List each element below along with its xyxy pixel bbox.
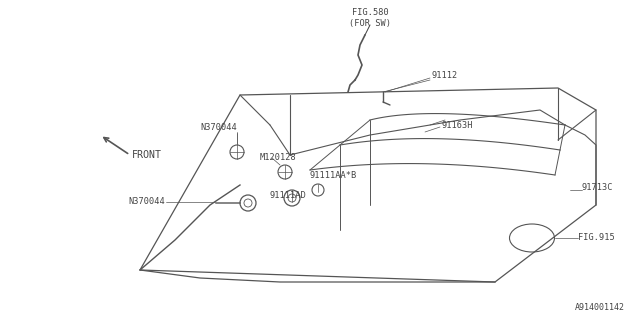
Text: N370044: N370044 <box>128 197 165 206</box>
Text: FRONT: FRONT <box>132 150 162 160</box>
Text: 91112: 91112 <box>432 70 458 79</box>
Text: 91163H: 91163H <box>442 121 474 130</box>
Text: 91111AA*B: 91111AA*B <box>310 171 357 180</box>
Text: FIG.915: FIG.915 <box>578 234 615 243</box>
Text: M120128: M120128 <box>260 154 297 163</box>
Text: 91713C: 91713C <box>582 183 614 193</box>
Text: 91111AD: 91111AD <box>270 190 307 199</box>
Text: FIG.580
(FOR SW): FIG.580 (FOR SW) <box>349 8 391 28</box>
Text: N370044: N370044 <box>200 124 237 132</box>
Text: A914001142: A914001142 <box>575 303 625 312</box>
